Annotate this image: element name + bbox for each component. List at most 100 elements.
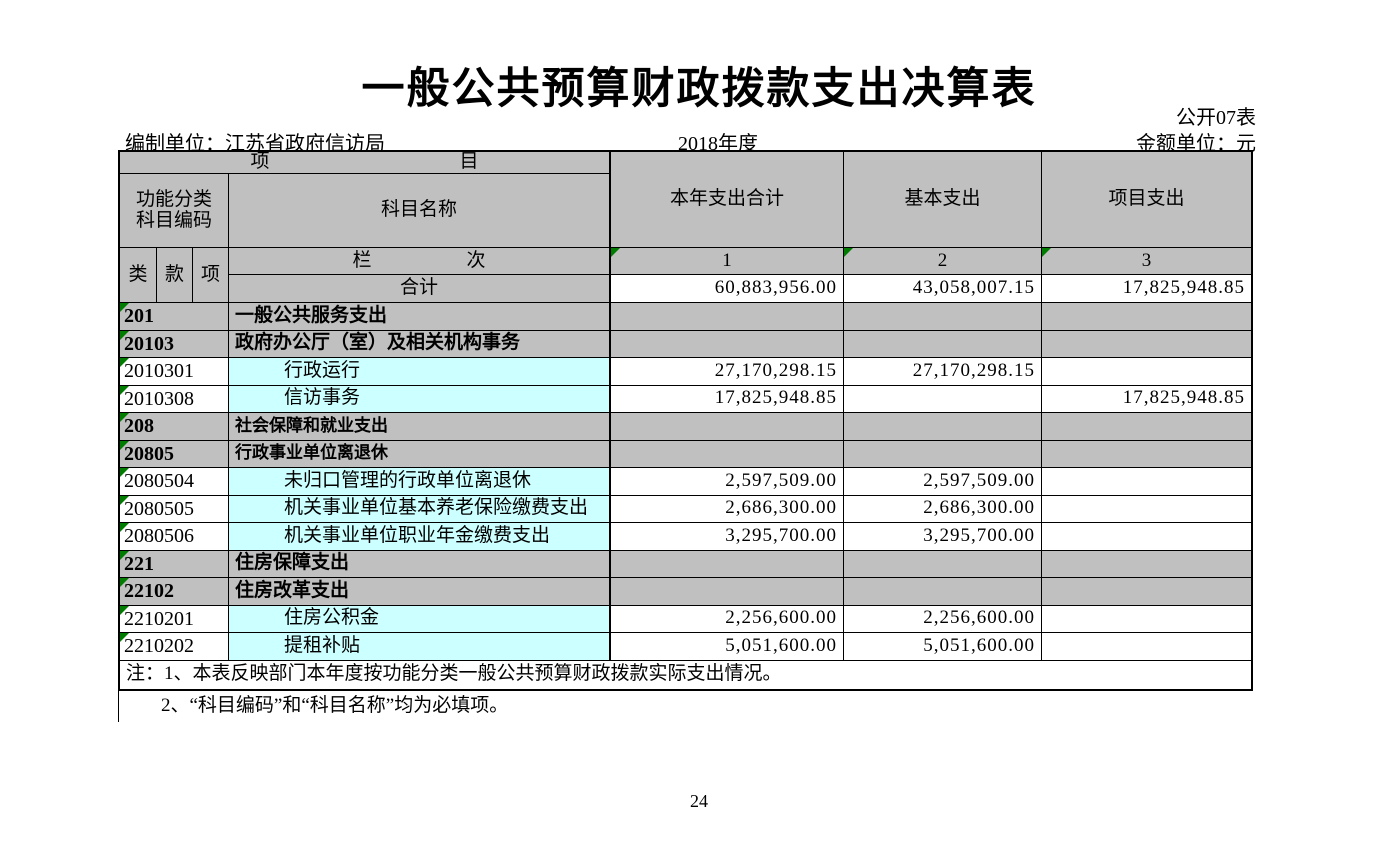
row-value-basic	[844, 440, 1042, 468]
row-code: 2080505	[120, 495, 229, 523]
page-title: 一般公共预算财政拨款支出决算表	[361, 65, 1037, 113]
row-name: 社会保障和就业支出	[229, 413, 611, 441]
row-value-project	[1042, 440, 1251, 468]
row-value-basic: 3,295,700.00	[844, 523, 1042, 551]
row-value-project	[1042, 330, 1251, 358]
row-value-year-total: 2,686,300.00	[611, 495, 844, 523]
row-value-basic	[844, 330, 1042, 358]
cell-corner-marker-icon	[120, 468, 129, 477]
cell-corner-marker-icon	[120, 413, 129, 422]
row-value-year-total: 3,295,700.00	[611, 523, 844, 551]
row-value-project	[1042, 413, 1251, 441]
row-name: 行政运行	[229, 358, 611, 386]
row-name: 一般公共服务支出	[229, 303, 611, 331]
row-value-project	[1042, 303, 1251, 331]
cell-corner-marker-icon	[120, 495, 129, 505]
row-value-year-total: 2,597,509.00	[611, 468, 844, 496]
cell-corner-marker-icon	[120, 385, 129, 395]
header-subject-name: 科目名称	[229, 174, 611, 248]
row-value-year-total	[611, 303, 844, 331]
row-name: 提租补贴	[229, 633, 611, 661]
header-col-number-2: 2	[844, 248, 1042, 275]
row-name: 政府办公厅（室）及相关机构事务	[229, 330, 611, 358]
amount-unit-label: 金额单位：元	[1136, 133, 1256, 155]
header-col-number-1: 1	[611, 248, 844, 275]
row-value-project	[1042, 606, 1251, 633]
row-value-basic	[844, 385, 1042, 413]
header-sub-xiang: 项	[193, 248, 229, 303]
header-col-basic: 基本支出	[844, 152, 1042, 248]
cell-corner-marker-icon	[120, 523, 129, 532]
row-value-project	[1042, 468, 1251, 496]
header-col-project: 项目支出	[1042, 152, 1251, 248]
row-value-basic: 2,597,509.00	[844, 468, 1042, 496]
row-code: 2080504	[120, 468, 229, 496]
cell-corner-marker-icon	[120, 303, 129, 312]
row-name: 未归口管理的行政单位离退休	[229, 468, 611, 496]
row-code: 208	[120, 413, 229, 441]
row-value-project	[1042, 633, 1251, 661]
row-name: 机关事业单位职业年金缴费支出	[229, 523, 611, 551]
row-value-project	[1042, 523, 1251, 551]
row-name: 住房改革支出	[229, 578, 611, 606]
row-value-basic	[844, 550, 1042, 578]
row-code: 2210201	[120, 605, 229, 633]
cell-corner-marker-icon	[120, 440, 129, 450]
row-value-year-total	[611, 550, 844, 578]
row-name: 行政事业单位离退休	[229, 440, 611, 468]
row-code: 2080506	[120, 523, 229, 551]
row-value-project	[1042, 496, 1251, 523]
row-code: 201	[120, 303, 229, 331]
cell-corner-marker-icon	[611, 248, 620, 257]
table-note-1: 注：1、本表反映部门本年度按功能分类一般公共预算财政拨款实际支出情况。	[120, 660, 1251, 689]
header-func-code-line2: 科目编码	[135, 209, 212, 231]
total-year-total: 60,883,956.00	[611, 275, 844, 303]
row-name: 住房公积金	[229, 605, 611, 633]
header-func-code: 功能分类 科目编码	[120, 174, 229, 248]
fiscal-year-label: 2018年度	[678, 133, 758, 155]
cell-corner-marker-icon	[120, 358, 129, 367]
header-sub-lei: 类	[120, 248, 157, 303]
row-value-basic	[844, 578, 1042, 606]
header-func-code-line1: 功能分类	[135, 188, 212, 210]
row-value-basic	[844, 303, 1042, 331]
cell-corner-marker-icon	[120, 330, 129, 340]
row-value-basic: 5,051,600.00	[844, 633, 1042, 661]
cell-corner-marker-icon	[844, 248, 853, 257]
row-value-year-total: 17,825,948.85	[611, 385, 844, 413]
row-code: 22102	[120, 578, 229, 606]
row-code: 2010308	[120, 385, 229, 413]
row-value-year-total	[611, 578, 844, 606]
row-value-basic	[844, 413, 1042, 441]
row-value-basic: 2,256,600.00	[844, 605, 1042, 633]
row-name: 机关事业单位基本养老保险缴费支出	[229, 495, 611, 523]
total-row-label: 合计	[229, 275, 611, 303]
row-value-year-total: 5,051,600.00	[611, 633, 844, 661]
row-value-year-total: 27,170,298.15	[611, 358, 844, 386]
prepared-by-label: 编制单位：江苏省政府信访局	[125, 133, 385, 155]
row-value-year-total	[611, 413, 844, 441]
header-project: 项 目	[120, 152, 611, 174]
row-code: 221	[120, 550, 229, 578]
row-code: 2010301	[120, 358, 229, 386]
cell-corner-marker-icon	[120, 550, 129, 560]
row-value-year-total: 2,256,600.00	[611, 605, 844, 633]
budget-table: 项 目 本年支出合计 基本支出 项目支出 功能分类 科目编码 科目名称 类 款 …	[118, 150, 1253, 691]
total-project: 17,825,948.85	[1042, 275, 1251, 303]
row-value-basic: 2,686,300.00	[844, 495, 1042, 523]
total-basic: 43,058,007.15	[844, 275, 1042, 303]
cell-corner-marker-icon	[120, 605, 129, 615]
header-lanci: 栏 次	[229, 248, 611, 275]
table-note-2: 2、“科目编码”和“科目名称”均为必填项。	[118, 691, 818, 722]
row-value-project	[1042, 578, 1251, 606]
row-value-basic: 27,170,298.15	[844, 358, 1042, 386]
row-name: 信访事务	[229, 385, 611, 413]
header-col-year-total: 本年支出合计	[611, 152, 844, 248]
row-value-project	[1042, 550, 1251, 578]
row-value-year-total	[611, 440, 844, 468]
row-value-project	[1042, 358, 1251, 386]
header-sub-kuan: 款	[157, 248, 193, 303]
row-code: 2210202	[120, 633, 229, 661]
row-value-project: 17,825,948.85	[1042, 386, 1251, 413]
